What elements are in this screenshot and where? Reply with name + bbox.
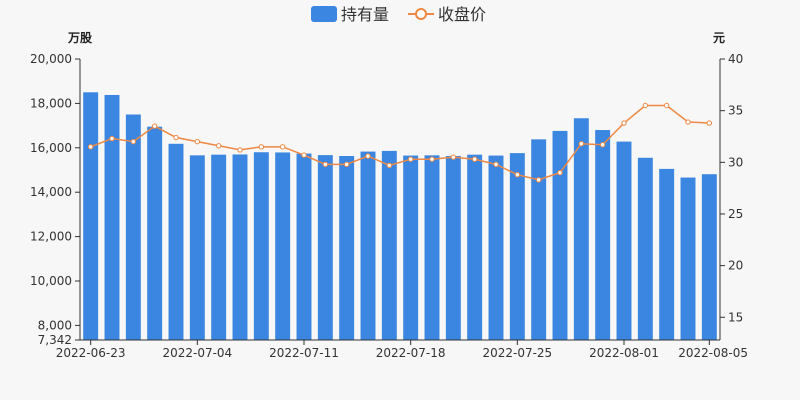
- legend-line-marker[interactable]: [415, 8, 427, 20]
- holding-bar: [125, 114, 141, 340]
- price-point: [429, 156, 435, 162]
- price-point: [535, 177, 542, 183]
- price-point: [109, 135, 115, 142]
- price-point: [663, 102, 670, 109]
- price-point: [258, 144, 265, 150]
- price-line-path: [90, 104, 710, 181]
- holding-bar: [637, 157, 653, 340]
- price-point: [151, 123, 158, 129]
- price-point: [450, 154, 457, 160]
- holding-bar: [509, 153, 525, 340]
- left-axis-tick-label: 7,342: [38, 333, 72, 347]
- holding-bar: [680, 177, 696, 340]
- price-point: [194, 138, 201, 145]
- right-axis-tick-label: 40: [728, 52, 743, 66]
- price-point: [343, 161, 350, 168]
- holding-bar: [317, 155, 333, 340]
- right-axis-tick-label: 20: [728, 259, 743, 273]
- x-axis-tick-label: 2022-06-23: [56, 346, 126, 360]
- price-point: [173, 134, 179, 141]
- left-axis-unit: 万股: [67, 30, 93, 45]
- holding-bar: [253, 152, 269, 340]
- x-axis-tick-label: 2022-08-01: [589, 346, 659, 360]
- holding-bar: [296, 153, 312, 340]
- holding-bar: [403, 155, 419, 340]
- price-point: [557, 169, 563, 176]
- right-axis-tick-label: 15: [728, 310, 743, 324]
- price-point: [130, 138, 137, 145]
- holding-bar: [275, 152, 291, 340]
- holding-bar: [595, 130, 611, 340]
- price-point: [493, 161, 499, 168]
- price-point: [386, 162, 393, 169]
- holding-bar: [104, 94, 120, 340]
- left-axis-tick-label: 14,000: [30, 185, 72, 199]
- price-point: [599, 142, 606, 148]
- right-axis-unit: 元: [713, 31, 725, 45]
- holding-bar: [531, 139, 547, 340]
- holding-bar: [659, 168, 675, 340]
- left-axis-tick-label: 18,000: [30, 96, 72, 110]
- x-axis-tick-label: 2022-07-18: [376, 346, 446, 360]
- holding-bar: [189, 155, 205, 340]
- right-axis-tick-label: 25: [728, 207, 743, 221]
- right-axis-tick-label: 30: [728, 155, 743, 169]
- left-axis-tick-label: 8,000: [38, 318, 72, 332]
- holding-bar: [211, 154, 227, 340]
- price-point: [279, 144, 286, 150]
- price-point: [87, 144, 94, 150]
- holding-bar: [552, 130, 568, 340]
- holding-bar: [467, 154, 483, 340]
- holding-bar: [424, 155, 440, 340]
- left-axis-tick-label: 20,000: [30, 52, 72, 66]
- x-axis-tick-label: 2022-07-25: [482, 346, 552, 360]
- holding-bar: [339, 156, 355, 340]
- holding-bar: [83, 92, 99, 340]
- left-axis-tick-label: 16,000: [30, 141, 72, 155]
- price-point: [514, 172, 521, 178]
- x-axis-tick-label: 2022-07-11: [269, 346, 339, 360]
- holding-bar: [360, 151, 376, 340]
- price-point: [407, 156, 414, 162]
- holding-bar: [381, 150, 397, 340]
- holding-bar: [701, 174, 717, 340]
- price-point: [642, 102, 649, 109]
- left-axis-tick-label: 10,000: [30, 274, 72, 288]
- right-axis: 15 20 25 30 35 40: [719, 52, 743, 340]
- holding-bar: [232, 154, 248, 340]
- x-axis: 2022-06-23 2022-07-04 2022-07-11 2022-07-18…: [56, 339, 748, 360]
- x-axis-tick-label: 2022-07-04: [162, 346, 232, 360]
- holding-bar: [445, 156, 461, 340]
- x-axis-tick-label: 2022-08-05: [678, 346, 748, 360]
- price-point: [578, 141, 585, 147]
- price-point: [706, 120, 713, 126]
- legend-bar-label[interactable]: 持有量: [341, 5, 389, 24]
- legend-line-label[interactable]: 收盘价: [438, 5, 486, 24]
- holding-bar: [168, 143, 184, 340]
- price-point: [621, 120, 627, 126]
- right-axis-tick-label: 35: [728, 104, 743, 118]
- bars: [83, 92, 717, 341]
- price-point: [471, 156, 478, 162]
- holding-bar: [616, 141, 632, 340]
- price-point: [237, 147, 243, 153]
- left-axis-tick-label: 12,000: [30, 230, 72, 244]
- price-point: [322, 161, 329, 168]
- holding-bar: [147, 126, 163, 341]
- holding-bar: [488, 155, 504, 340]
- holding-bar: [573, 118, 589, 340]
- price-point: [685, 119, 691, 125]
- legend[interactable]: 持有量 收盘价: [311, 5, 486, 24]
- price-point: [215, 143, 222, 149]
- legend-bar-swatch[interactable]: [311, 6, 337, 22]
- price-point: [301, 152, 307, 158]
- price-line: [87, 102, 713, 183]
- price-point: [365, 153, 371, 159]
